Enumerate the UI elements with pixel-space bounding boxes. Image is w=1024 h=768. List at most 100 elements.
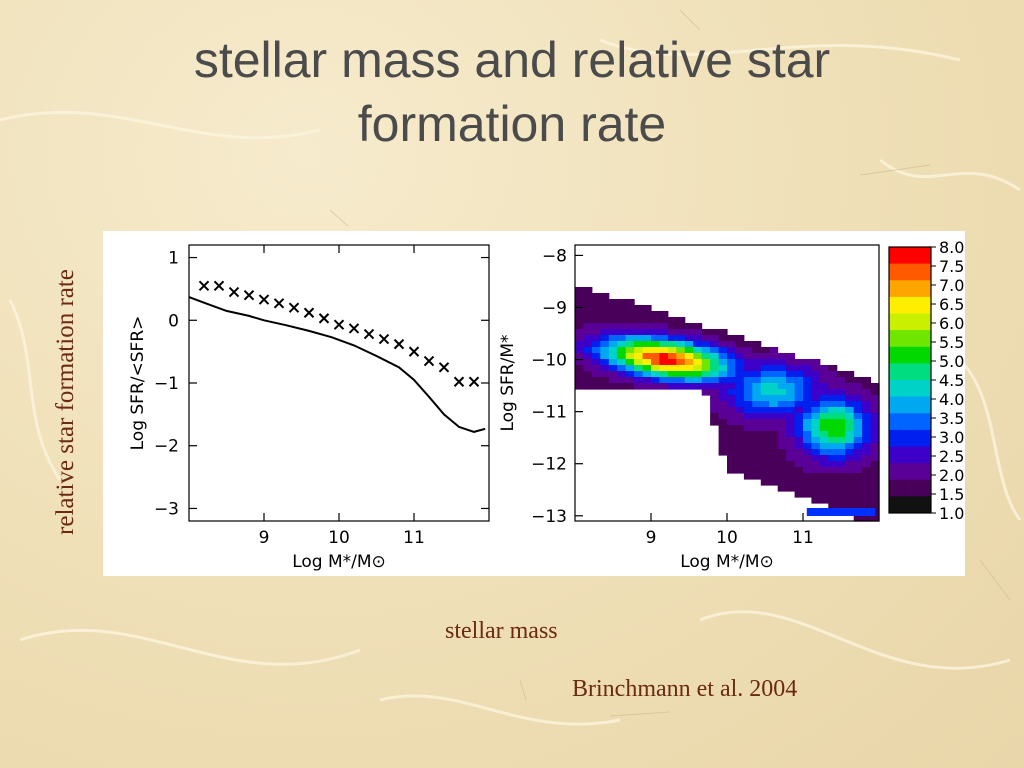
heat-cell: [803, 467, 812, 474]
heat-cell: [769, 407, 779, 414]
heat-cell: [819, 479, 829, 486]
heat-cell: [752, 401, 762, 408]
heat-cell: [752, 389, 762, 396]
heat-cell: [870, 413, 880, 420]
heat-cell: [811, 449, 821, 456]
heat-cell: [769, 353, 779, 360]
heat-cell: [735, 359, 745, 366]
heat-cell: [769, 473, 779, 480]
heat-cell: [718, 353, 728, 360]
heat-cell: [634, 383, 644, 390]
colorbar-label: 2.5: [939, 447, 964, 466]
right-y-axis-label: Log SFR/M*: [498, 334, 518, 431]
heat-cell: [803, 479, 812, 486]
heat-cell: [836, 383, 846, 390]
heat-cell: [583, 305, 593, 312]
heat-cell: [583, 365, 593, 372]
heat-cell: [684, 347, 694, 354]
heat-cell: [642, 371, 652, 378]
heat-cell: [870, 461, 880, 468]
heat-cell: [727, 443, 736, 450]
heat-cell: [735, 461, 745, 468]
heat-cell: [794, 425, 804, 432]
heat-cell: [693, 383, 703, 390]
heat-cell: [794, 431, 804, 438]
heat-cell: [727, 455, 736, 462]
heat-cell: [710, 389, 720, 396]
heat-cell: [693, 335, 703, 342]
heat-cell: [625, 383, 635, 390]
heat-cell: [743, 461, 753, 468]
heat-cell: [743, 455, 753, 462]
colorbar-swatch: [889, 247, 931, 264]
heat-cell: [575, 317, 584, 324]
heat-cell: [693, 359, 703, 366]
heat-cell: [769, 425, 779, 432]
heat-cell: [811, 371, 821, 378]
heat-cell: [760, 479, 770, 486]
heat-cell: [828, 473, 838, 480]
heat-cell: [752, 443, 762, 450]
heat-cell: [853, 497, 863, 504]
heat-cell: [659, 371, 669, 378]
heat-cell: [625, 365, 635, 372]
heat-cell: [819, 395, 829, 402]
heat-cell: [853, 449, 863, 456]
heat-cell: [735, 395, 745, 402]
heat-cell: [617, 377, 627, 384]
left-x-axis-label: Log M*/M⊙: [292, 552, 386, 572]
colorbar: 8.07.57.06.56.05.55.04.54.03.53.02.52.01…: [888, 238, 964, 523]
heat-cell: [608, 329, 618, 336]
heat-cell: [811, 485, 821, 492]
heat-cell: [777, 437, 787, 444]
heat-cell: [870, 455, 880, 462]
heat-cell: [735, 431, 745, 438]
heat-cell: [794, 419, 804, 426]
heat-cell: [625, 371, 635, 378]
heat-cell: [735, 467, 745, 474]
heat-cell: [862, 395, 872, 402]
heat-cell: [608, 353, 618, 360]
heat-cell: [693, 371, 703, 378]
heat-cell: [583, 287, 593, 294]
heat-cell: [845, 389, 855, 396]
heat-cell: [710, 335, 720, 342]
heat-cell: [659, 323, 669, 330]
cross-point: [363, 328, 375, 340]
heat-cell: [684, 383, 694, 390]
heat-cell: [676, 353, 686, 360]
cross-point: [348, 323, 360, 334]
heat-cell: [743, 437, 753, 444]
heat-cell: [625, 323, 635, 330]
heat-cell: [752, 377, 762, 384]
heat-cell: [819, 449, 829, 456]
heat-cell: [583, 311, 593, 318]
heat-cell: [794, 485, 804, 492]
heat-cell: [777, 353, 787, 360]
heat-cell: [752, 341, 762, 348]
colorbar-swatch: [889, 363, 931, 381]
heat-cell: [819, 413, 829, 420]
right-x-tick-label: 10: [716, 528, 738, 548]
heat-cell: [828, 503, 838, 510]
heat-cell: [667, 383, 677, 390]
heat-cell: [794, 395, 804, 402]
right-y-tick-label: −12: [531, 455, 567, 475]
heat-cell: [853, 389, 863, 396]
heat-cell: [718, 359, 728, 366]
heat-cell: [836, 461, 846, 468]
heat-cell: [769, 431, 779, 438]
colorbar-swatch: [889, 313, 931, 331]
heat-cell: [794, 479, 804, 486]
cross-point: [243, 289, 255, 301]
heat-cell: [634, 311, 644, 318]
heat-cell: [735, 371, 745, 378]
heat-cell: [828, 467, 838, 474]
heat-cell: [701, 353, 711, 360]
heat-cell: [811, 383, 821, 390]
heat-cell: [743, 431, 753, 438]
heat-cell: [836, 479, 846, 486]
heat-cell: [845, 437, 855, 444]
colorbar-label: 3.0: [939, 428, 964, 447]
